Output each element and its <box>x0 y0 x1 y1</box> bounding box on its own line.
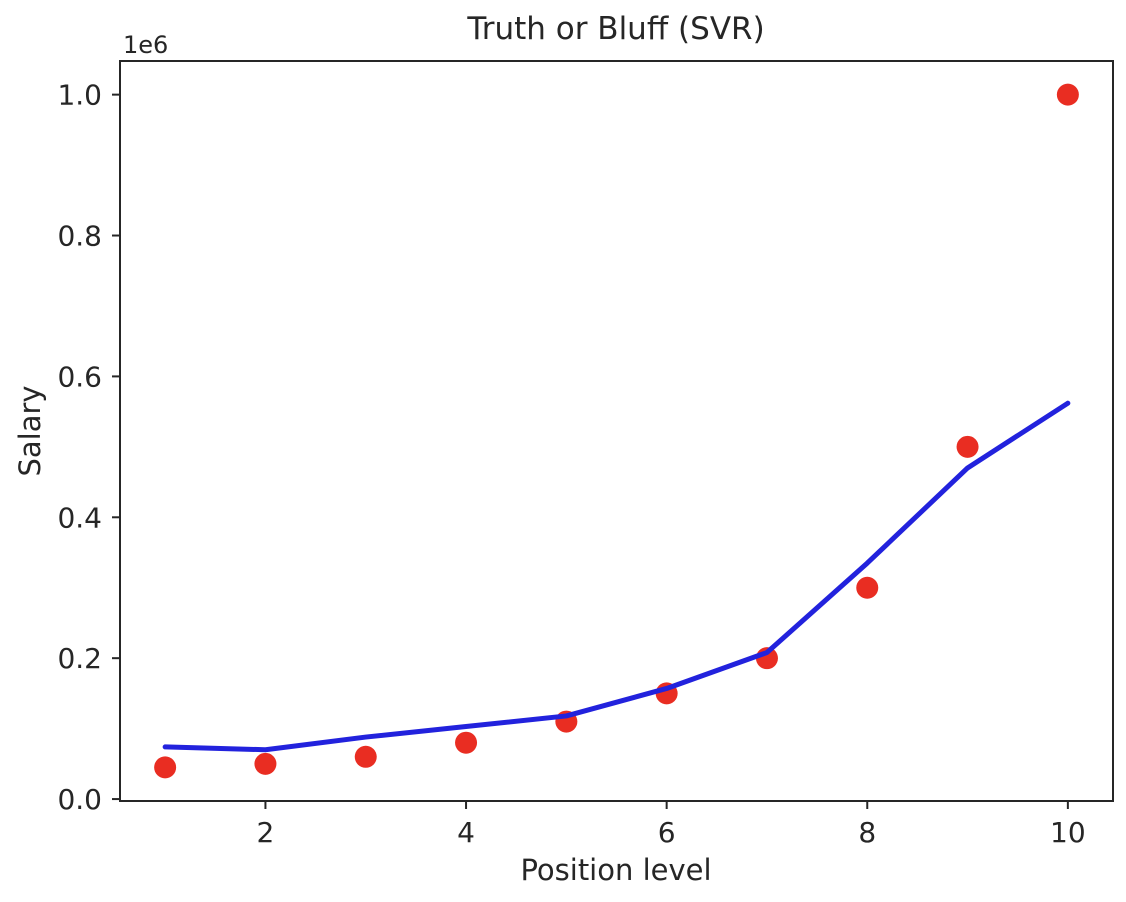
x-tick-label: 2 <box>257 816 275 849</box>
actual-salary-points-marker <box>856 576 879 599</box>
x-tick-label: 6 <box>658 816 676 849</box>
x-axis-label: Position level <box>520 853 711 887</box>
actual-salary-points-marker <box>1056 83 1079 106</box>
x-tick-label: 10 <box>1050 816 1086 849</box>
y-tick-label: 0.4 <box>57 501 102 534</box>
x-tick-label: 8 <box>858 816 876 849</box>
y-axis-label: Salary <box>13 385 47 476</box>
y-tick-label: 0.8 <box>57 220 102 253</box>
chart-title: Truth or Bluff (SVR) <box>466 11 764 47</box>
y-axis-offset-label: 1e6 <box>123 31 168 59</box>
plot-area: 2 4 6 8 10 0.0 0.2 0.4 0.6 0.8 1.0 <box>57 60 1114 849</box>
actual-salary-points-marker <box>154 756 177 779</box>
y-tick-label: 0.0 <box>57 783 102 816</box>
y-tick-label: 0.2 <box>57 642 102 675</box>
actual-salary-points-marker <box>956 435 979 458</box>
actual-salary-points-marker <box>455 731 478 754</box>
actual-salary-points-marker <box>354 745 377 768</box>
svr-prediction-line <box>162 400 1071 753</box>
axes-spines <box>119 60 1114 802</box>
y-tick-label: 1.0 <box>57 79 102 112</box>
y-tick-label: 0.6 <box>57 360 102 393</box>
actual-salary-points-marker <box>254 752 277 775</box>
x-tick-label: 4 <box>457 816 475 849</box>
